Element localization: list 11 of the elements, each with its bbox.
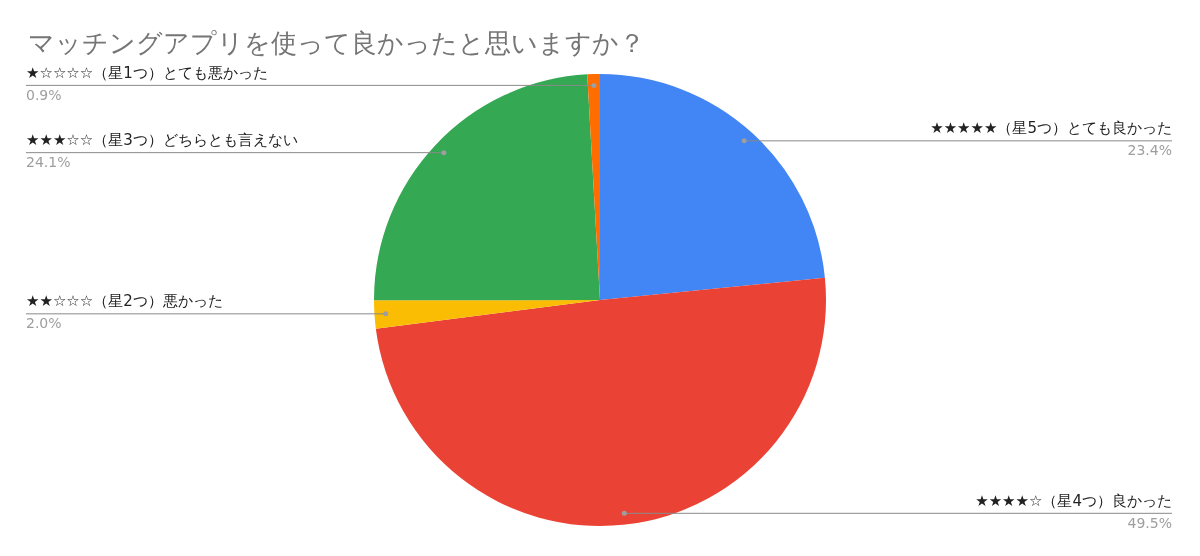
slice-label: ★★☆☆☆（星2つ）悪かった [26,292,223,311]
slice-label: ★★★★☆（星4つ）良かった [975,491,1172,510]
data-label: 0.9% [26,87,62,104]
chart-title: マッチングアプリを使って良かったと思いますか？ [28,28,645,58]
data-label: 49.5% [1127,514,1172,531]
data-label: 23.4% [1127,142,1172,159]
slice-label: ★★★★★（星5つ）とても良かった [930,119,1172,138]
data-label: 24.1% [26,154,71,171]
slice-label: ★☆☆☆☆（星1つ）とても悪かった [26,63,268,82]
data-label: 2.0% [26,315,62,332]
slice-label: ★★★☆☆（星3つ）どちらとも言えない [26,131,298,150]
